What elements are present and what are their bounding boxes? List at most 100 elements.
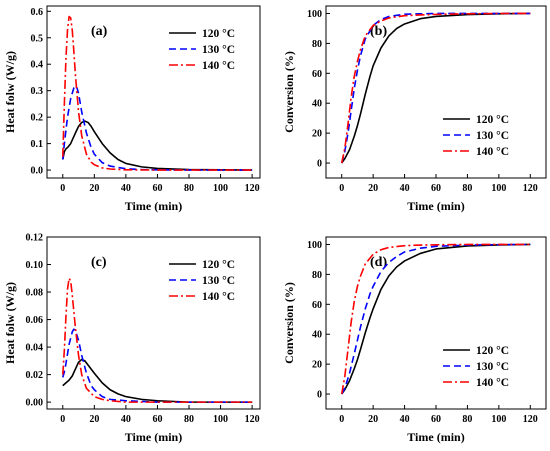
panel-label: (a) [91,24,108,39]
x-tick-label: 80 [184,183,194,194]
x-tick-label: 80 [462,183,472,194]
x-tick-label: 80 [184,414,194,425]
y-tick-label: 20 [312,360,322,371]
y-tick-label: 0.0 [31,166,44,177]
legend: 120 °C 130 °C 140 °C [169,28,235,72]
plot-frame [325,5,547,179]
plot-frame [46,236,261,410]
x-tick-label: 40 [400,183,410,194]
chart-panel-3: 0 20 40 60 80 100 120 0.00 0.02 0.04 0.06 0.08 0.10 0… [3,233,261,444]
y-tick-label: 40 [312,99,322,110]
x-tick-label: 0 [339,414,344,425]
x-tick-label: 20 [368,183,378,194]
legend-label: 130 °C [202,275,235,287]
y-axis-label: Conversion (%) [282,282,296,364]
y-axis-label: Heat folw (W/g) [3,282,17,364]
chart-panel-1: 0 20 40 60 80 100 120 0.0 0.1 0.2 0.3 0.4 0.5 0.6 Time… [3,5,261,213]
series-line-2 [61,84,253,171]
plot-frame [46,5,261,179]
series-line-1 [62,358,253,403]
x-tick-label: 60 [431,183,441,194]
x-tick-label: 60 [431,414,441,425]
x-tick-label: 0 [339,183,344,194]
x-axis-label: Time (min) [407,430,464,444]
chart-panel-2: 0 20 40 60 80 100 120 0 20 40 60 80 100 Time (min) Con… [282,5,547,213]
legend-label: 140 °C [202,60,235,72]
x-tick-label: 120 [245,414,260,425]
x-tick-label: 40 [400,414,410,425]
x-tick-label: 40 [121,183,131,194]
x-tick-label: 120 [523,414,538,425]
legend: 120 °C 130 °C 140 °C [443,114,509,158]
x-tick-label: 100 [213,183,228,194]
chart-panel-4: 0 20 40 60 80 100 120 0 20 40 60 80 100 Time (min) Con… [282,236,547,444]
y-tick-label: 60 [312,300,322,311]
y-tick-label: 0.6 [31,7,44,18]
x-tick-label: 80 [462,414,472,425]
y-tick-label: 60 [312,69,322,80]
x-tick-label: 20 [89,414,99,425]
x-tick-label: 120 [523,183,538,194]
legend-label: 140 °C [476,377,509,389]
x-axis-label: Time (min) [125,430,182,444]
panel-label: (b) [370,24,387,39]
series-line-3 [61,277,253,403]
series-line-3 [61,15,253,171]
x-tick-label: 20 [89,183,99,194]
x-tick-label: 60 [152,414,162,425]
y-tick-label: 100 [307,240,322,251]
legend: 120 °C 130 °C 140 °C [443,345,509,389]
x-tick-label: 100 [213,414,228,425]
y-tick-label: 0.5 [31,33,44,44]
legend-label: 120 °C [202,28,235,40]
y-tick-label: 80 [312,39,322,50]
y-tick-label: 0.3 [31,86,44,97]
x-axis-label: Time (min) [125,199,182,213]
x-tick-label: 0 [60,183,65,194]
legend-label: 120 °C [202,259,235,271]
x-tick-label: 120 [245,183,260,194]
series-line-2 [341,243,531,395]
x-tick-label: 100 [491,414,506,425]
y-tick-label: 0.00 [26,398,44,409]
y-axis-label: Conversion (%) [282,51,296,133]
legend-label: 130 °C [476,130,509,142]
panel-label: (c) [91,255,107,270]
y-tick-label: 100 [307,9,322,20]
series-line-3 [340,12,531,164]
series-line-3 [340,243,531,395]
y-tick-label: 0 [317,390,322,401]
x-tick-label: 100 [491,183,506,194]
y-tick-label: 0.10 [26,260,44,271]
y-tick-label: 0.04 [26,343,44,354]
y-axis-label: Heat folw (W/g) [3,51,17,133]
y-tick-label: 40 [312,330,322,341]
legend-label: 130 °C [476,361,509,373]
legend-label: 140 °C [476,146,509,158]
x-tick-label: 40 [121,414,131,425]
legend: 120 °C 130 °C 140 °C [169,259,235,303]
legend-label: 130 °C [202,44,235,56]
x-tick-label: 0 [60,414,65,425]
y-tick-label: 0.4 [31,60,44,71]
x-axis-label: Time (min) [407,199,464,213]
x-tick-label: 20 [368,414,378,425]
y-tick-label: 80 [312,270,322,281]
y-tick-label: 0.02 [26,370,44,381]
series-line-2 [62,328,253,403]
legend-label: 120 °C [476,345,509,357]
y-tick-label: 0.06 [26,315,44,326]
y-tick-label: 20 [312,129,322,140]
y-tick-label: 0 [317,159,322,170]
series-line-1 [341,12,531,164]
series-line-2 [340,12,531,164]
legend-label: 120 °C [476,114,509,126]
x-tick-label: 60 [152,183,162,194]
y-tick-label: 0.1 [31,139,44,150]
y-tick-label: 0.08 [26,288,44,299]
series-line-1 [61,120,253,171]
plot-frame [325,236,547,410]
y-tick-label: 0.2 [31,113,44,124]
series-line-1 [341,243,531,395]
